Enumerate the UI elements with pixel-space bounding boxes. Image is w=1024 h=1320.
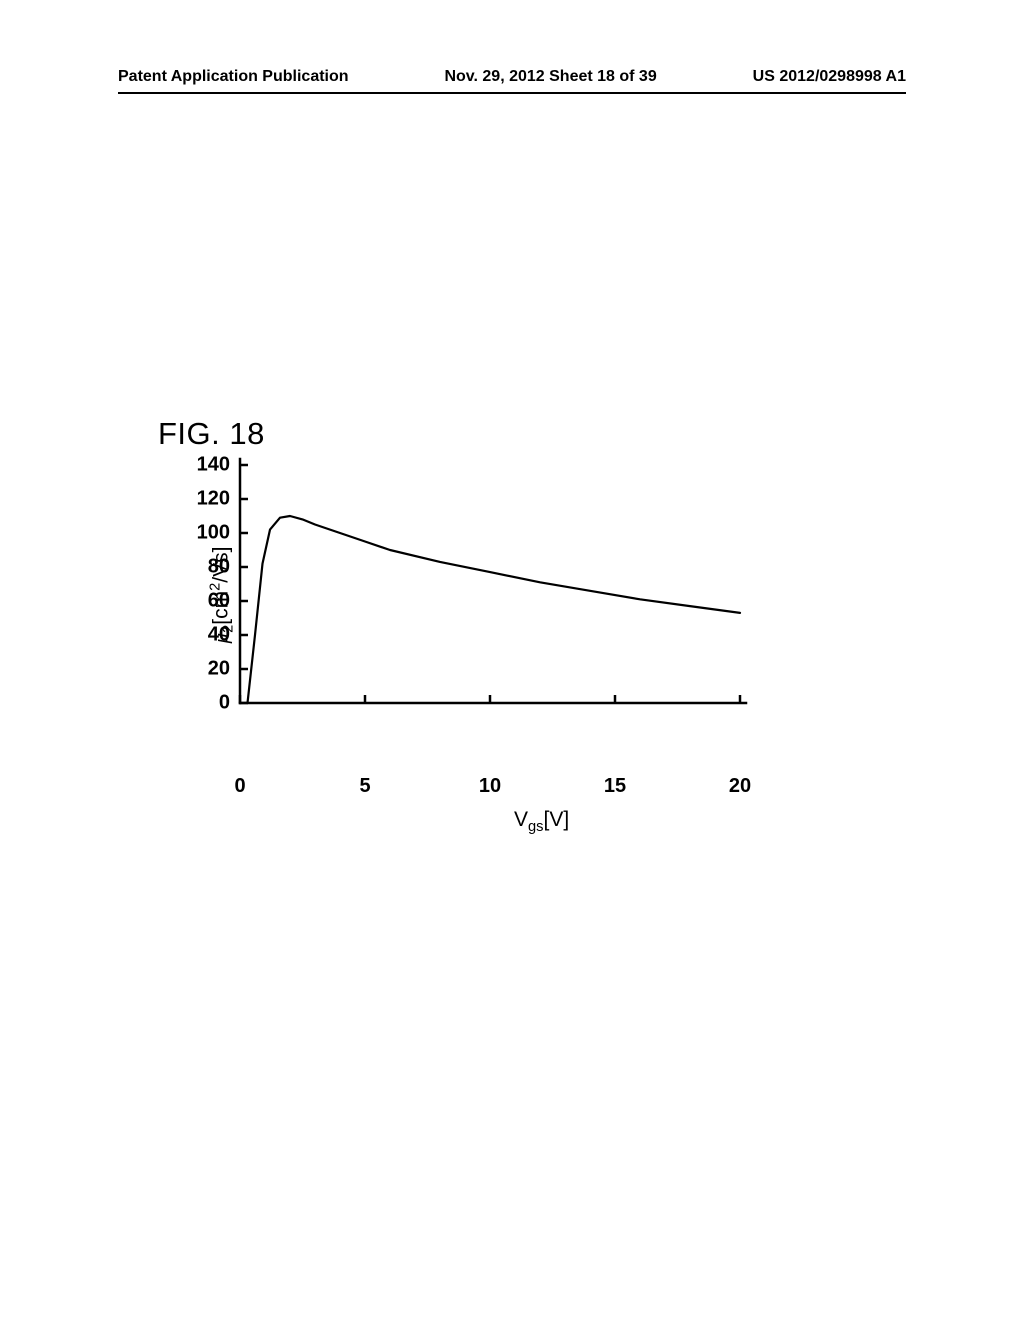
ytick-label: 20: [208, 658, 230, 681]
xtick-label: 20: [729, 775, 751, 798]
xtick-label: 0: [234, 775, 245, 798]
ytick-label: 40: [208, 624, 230, 647]
xtick-label: 10: [479, 775, 501, 798]
xlabel-unit: [V]: [543, 808, 569, 831]
x-axis-label: Vgs[V]: [514, 808, 569, 835]
ytick-label: 100: [197, 522, 230, 545]
mobility-chart: μ2[cm2/Vs] Vgs[V] 0204060801001201400510…: [240, 465, 810, 765]
page-header: Patent Application Publication Nov. 29, …: [118, 68, 906, 86]
header-rule: [118, 92, 906, 94]
page: Patent Application Publication Nov. 29, …: [0, 0, 1024, 1320]
xlabel-sub: gs: [528, 819, 544, 835]
xtick-label: 15: [604, 775, 626, 798]
header-center: Nov. 29, 2012 Sheet 18 of 39: [444, 68, 656, 86]
xtick-label: 5: [359, 775, 370, 798]
header-right: US 2012/0298998 A1: [753, 68, 906, 86]
ytick-label: 120: [197, 488, 230, 511]
header-left: Patent Application Publication: [118, 68, 349, 86]
chart-svg: [200, 425, 780, 743]
ytick-label: 140: [197, 454, 230, 477]
ytick-label: 0: [219, 692, 230, 715]
ytick-label: 60: [208, 590, 230, 613]
ytick-label: 80: [208, 556, 230, 579]
xlabel-var: V: [514, 808, 528, 831]
